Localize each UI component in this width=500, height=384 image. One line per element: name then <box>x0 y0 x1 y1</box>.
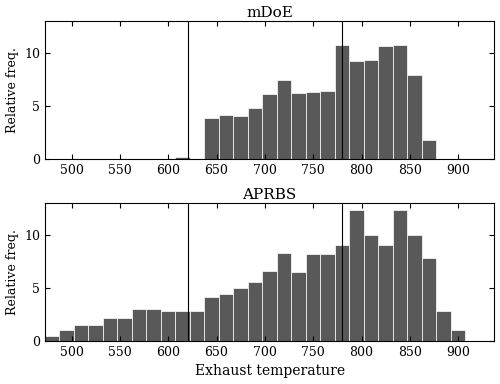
Bar <box>262 271 277 341</box>
Bar <box>335 45 349 159</box>
Bar <box>103 318 118 341</box>
Bar <box>350 61 364 159</box>
Bar <box>364 60 378 159</box>
Bar <box>378 245 393 341</box>
Bar <box>161 311 176 341</box>
Bar <box>277 253 291 341</box>
Bar <box>335 245 349 341</box>
Bar <box>132 309 146 341</box>
Bar <box>320 91 335 159</box>
Bar <box>204 118 219 159</box>
Bar <box>393 210 407 341</box>
Bar <box>393 45 407 159</box>
Bar <box>378 46 393 159</box>
Bar <box>88 325 103 341</box>
Bar <box>306 92 320 159</box>
Bar <box>292 272 306 341</box>
Bar <box>248 108 262 159</box>
Y-axis label: Relative freq.: Relative freq. <box>6 229 18 315</box>
Bar <box>248 281 262 341</box>
Bar <box>45 336 60 341</box>
Bar <box>176 311 190 341</box>
Bar <box>60 330 74 341</box>
Bar <box>292 93 306 159</box>
Bar <box>436 311 451 341</box>
Bar <box>320 254 335 341</box>
Bar <box>176 157 190 159</box>
Bar <box>219 294 234 341</box>
Bar <box>234 116 248 159</box>
Bar <box>146 309 161 341</box>
Title: APRBS: APRBS <box>242 188 297 202</box>
Title: mDoE: mDoE <box>246 5 293 20</box>
Bar <box>219 115 234 159</box>
Bar <box>408 235 422 341</box>
Bar <box>306 254 320 341</box>
Y-axis label: Relative freq.: Relative freq. <box>6 47 18 133</box>
Bar <box>408 75 422 159</box>
Bar <box>262 94 277 159</box>
Bar <box>74 325 88 341</box>
Bar <box>422 140 436 159</box>
Bar <box>190 311 204 341</box>
Bar <box>350 210 364 341</box>
Bar <box>422 258 436 341</box>
X-axis label: Exhaust temperature: Exhaust temperature <box>194 364 345 379</box>
Bar <box>234 288 248 341</box>
Bar <box>364 235 378 341</box>
Bar <box>118 318 132 341</box>
Bar <box>277 80 291 159</box>
Bar <box>204 298 219 341</box>
Bar <box>451 330 466 341</box>
